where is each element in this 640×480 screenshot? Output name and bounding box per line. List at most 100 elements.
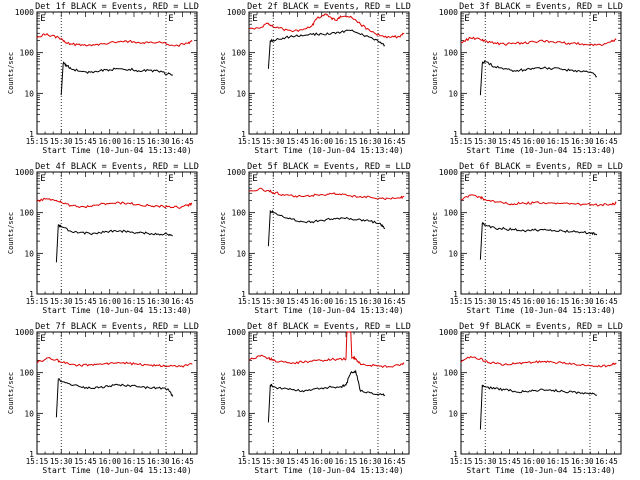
panel-det-8f: Det 8f BLACK = Events, RED = LLD 1 10 100 10…: [219, 322, 411, 475]
x-axis-label: Start Time (10-Jun-04 15:13:40): [42, 306, 191, 315]
lld-series-line: [248, 331, 405, 369]
x-axis-label: Start Time (10-Jun-04 15:13:40): [42, 146, 191, 155]
x-tick-label: 15:30: [50, 137, 73, 146]
event-marker-label: E: [592, 174, 597, 184]
x-tick-label: 16:15: [123, 137, 146, 146]
panel-title: Det 9f BLACK = Events, RED = LLD: [459, 322, 623, 332]
y-tick-label: 100: [444, 49, 459, 58]
y-tick-label: 1000: [439, 328, 458, 337]
x-axis-label: Start Time (10-Jun-04 15:13:40): [466, 146, 615, 155]
y-tick-label: 1: [453, 290, 458, 299]
panel-det-1f: Det 1f BLACK = Events, RED = LLD 1 10 100 10…: [7, 2, 199, 155]
x-tick-label: 16:45: [595, 457, 618, 466]
y-tick-label: 1000: [15, 8, 34, 17]
y-axis-label: Counts/sec: [7, 52, 15, 94]
plot-frame: [248, 331, 410, 455]
plot-frame: [460, 11, 622, 135]
x-tick-label: 16:00: [98, 137, 121, 146]
x-axis-label: Start Time (10-Jun-04 15:13:40): [466, 306, 615, 315]
panel-title: Det 2f BLACK = Events, RED = LLD: [247, 2, 411, 12]
y-tick-label: 10: [236, 409, 246, 418]
x-tick-label: 15:45: [74, 297, 97, 306]
y-tick-label: 10: [24, 409, 34, 418]
lld-series-line: [460, 355, 617, 368]
y-tick-label: 1: [29, 450, 34, 459]
lld-series-line: [36, 356, 193, 368]
x-tick-label: 15:15: [26, 457, 49, 466]
x-tick-label: 16:30: [359, 457, 382, 466]
x-axis-label: Start Time (10-Jun-04 15:13:40): [466, 466, 615, 475]
x-tick-label: 15:15: [450, 297, 473, 306]
x-tick-label: 16:15: [335, 137, 358, 146]
y-tick-label: 100: [444, 369, 459, 378]
panel-det-7f: Det 7f BLACK = Events, RED = LLD 1 10 100 10…: [7, 322, 199, 475]
x-tick-label: 15:45: [74, 137, 97, 146]
x-tick-label: 16:15: [123, 457, 146, 466]
events-series-line: [55, 224, 173, 263]
y-tick-label: 10: [448, 89, 458, 98]
y-tick-label: 1000: [15, 328, 34, 337]
event-marker-label: E: [252, 174, 257, 184]
y-axis-label: Counts/sec: [431, 212, 439, 254]
y-tick-label: 1: [241, 450, 246, 459]
panel-det-5f: Det 5f BLACK = Events, RED = LLD 1 10 100 10…: [219, 162, 411, 315]
x-tick-label: 16:15: [547, 297, 570, 306]
panel-title: Det 3f BLACK = Events, RED = LLD: [459, 2, 623, 12]
y-axis-label: Counts/sec: [219, 372, 227, 414]
y-tick-label: 10: [24, 249, 34, 258]
y-tick-label: 10: [236, 249, 246, 258]
y-axis-label: Counts/sec: [431, 52, 439, 94]
x-tick-label: 15:30: [262, 457, 285, 466]
x-tick-label: 15:15: [238, 137, 261, 146]
y-tick-label: 10: [448, 249, 458, 258]
event-marker-label: E: [40, 174, 45, 184]
y-tick-label: 1000: [439, 8, 458, 17]
x-tick-label: 15:45: [286, 297, 309, 306]
panel-title: Det 8f BLACK = Events, RED = LLD: [247, 322, 411, 332]
events-series-line: [267, 209, 386, 247]
y-tick-label: 100: [444, 209, 459, 218]
event-marker-label: E: [464, 174, 469, 184]
x-tick-label: 15:15: [450, 457, 473, 466]
lld-series-line: [248, 13, 405, 39]
x-tick-label: 16:00: [98, 297, 121, 306]
x-tick-label: 16:45: [383, 137, 406, 146]
lld-series-line: [36, 32, 193, 47]
x-tick-label: 16:00: [310, 137, 333, 146]
y-tick-label: 1000: [227, 168, 246, 177]
panel-det-6f: Det 6f BLACK = Events, RED = LLD 1 10 100 10…: [431, 162, 623, 315]
x-tick-label: 16:30: [359, 137, 382, 146]
events-series-line: [479, 221, 598, 260]
y-tick-label: 100: [232, 369, 247, 378]
x-tick-label: 16:45: [595, 297, 618, 306]
event-marker-label: E: [380, 14, 385, 24]
event-marker-label: E: [40, 334, 45, 344]
panel-title: Det 6f BLACK = Events, RED = LLD: [459, 162, 623, 172]
events-series-line: [267, 369, 386, 423]
y-axis-label: Counts/sec: [7, 372, 15, 414]
x-tick-label: 16:15: [335, 297, 358, 306]
event-marker-label: E: [168, 334, 173, 344]
y-tick-label: 100: [232, 209, 247, 218]
x-tick-label: 16:45: [595, 137, 618, 146]
event-marker-label: E: [592, 334, 597, 344]
event-marker-label: E: [252, 334, 257, 344]
y-axis-label: Counts/sec: [219, 52, 227, 94]
x-tick-label: 15:45: [286, 137, 309, 146]
x-tick-label: 16:00: [98, 457, 121, 466]
x-tick-label: 16:45: [383, 457, 406, 466]
y-tick-label: 1000: [439, 168, 458, 177]
x-tick-label: 16:30: [571, 457, 594, 466]
x-tick-label: 16:30: [359, 297, 382, 306]
event-marker-label: E: [592, 14, 597, 24]
x-tick-label: 15:30: [50, 297, 73, 306]
event-marker-label: E: [168, 174, 173, 184]
y-axis-label: Counts/sec: [219, 212, 227, 254]
y-tick-label: 1: [29, 290, 34, 299]
event-marker-label: E: [168, 14, 173, 24]
x-tick-label: 16:30: [147, 137, 170, 146]
x-axis-label: Start Time (10-Jun-04 15:13:40): [42, 466, 191, 475]
x-tick-label: 16:15: [123, 297, 146, 306]
